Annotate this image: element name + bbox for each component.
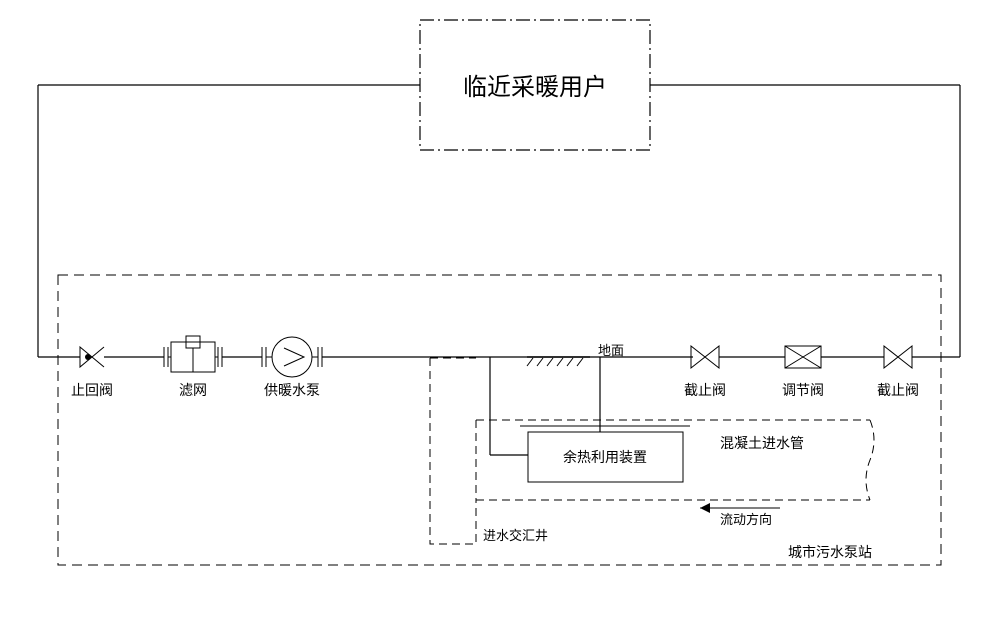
ground-symbol xyxy=(527,357,590,366)
stop-valve-1-symbol xyxy=(691,346,719,368)
pump-station-label: 城市污水泵站 xyxy=(788,544,872,561)
stop-valve-2-symbol xyxy=(884,346,912,368)
inlet-well-boundary xyxy=(430,358,476,544)
stop-valve-1-label: 截止阀 xyxy=(684,383,726,399)
filter-symbol xyxy=(164,336,222,372)
ground-label: 地面 xyxy=(598,343,624,358)
waste-heat-label: 余热利用装置 xyxy=(563,449,647,466)
inlet-well-label: 进水交汇井 xyxy=(483,528,548,543)
piping-diagram: 临近采暖用户 城市污水泵站 止回阀 滤网 xyxy=(0,0,1000,634)
stop-valve-2-label: 截止阀 xyxy=(877,383,919,399)
check-valve-label: 止回阀 xyxy=(71,383,113,399)
concrete-pipe-label: 混凝土进水管 xyxy=(720,436,804,452)
control-valve-label: 调节阀 xyxy=(782,383,824,399)
control-valve-symbol xyxy=(785,346,821,368)
pump-symbol xyxy=(262,337,322,377)
pump-label: 供暖水泵 xyxy=(264,383,320,399)
filter-label: 滤网 xyxy=(179,383,207,399)
flow-direction-label: 流动方向 xyxy=(720,512,772,527)
check-valve-symbol xyxy=(80,347,104,367)
heating-user-box: 临近采暖用户 xyxy=(420,20,650,150)
heating-user-label: 临近采暖用户 xyxy=(463,74,607,101)
